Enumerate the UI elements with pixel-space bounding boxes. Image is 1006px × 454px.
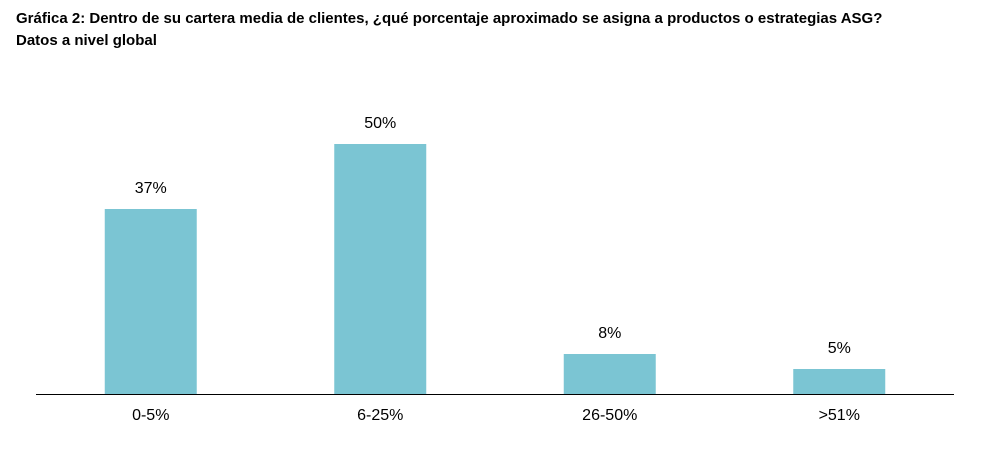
x-tick-label-1: 0-5% (132, 407, 169, 424)
bar-1 (104, 209, 197, 394)
x-tick-label-4: >51% (819, 407, 860, 424)
bar-4 (793, 369, 886, 394)
chart-title: Gráfica 2: Dentro de su cartera media de… (16, 10, 883, 27)
chart-title-block: Gráfica 2: Dentro de su cartera media de… (16, 8, 996, 52)
labels-group: 37% 0-5% 50% 6-25% 8% 26-50% 5% >51% (132, 115, 860, 424)
data-label-1: 37% (135, 180, 167, 197)
data-label-4: 5% (828, 340, 851, 357)
x-tick-label-2: 6-25% (357, 407, 403, 424)
data-label-3: 8% (598, 325, 621, 342)
chart-subtitle: Datos a nivel global (16, 32, 157, 49)
bar-3 (563, 354, 656, 394)
bar-2 (334, 144, 427, 394)
bars-group (104, 144, 886, 394)
x-tick-label-3: 26-50% (582, 407, 637, 424)
data-label-2: 50% (364, 115, 396, 132)
